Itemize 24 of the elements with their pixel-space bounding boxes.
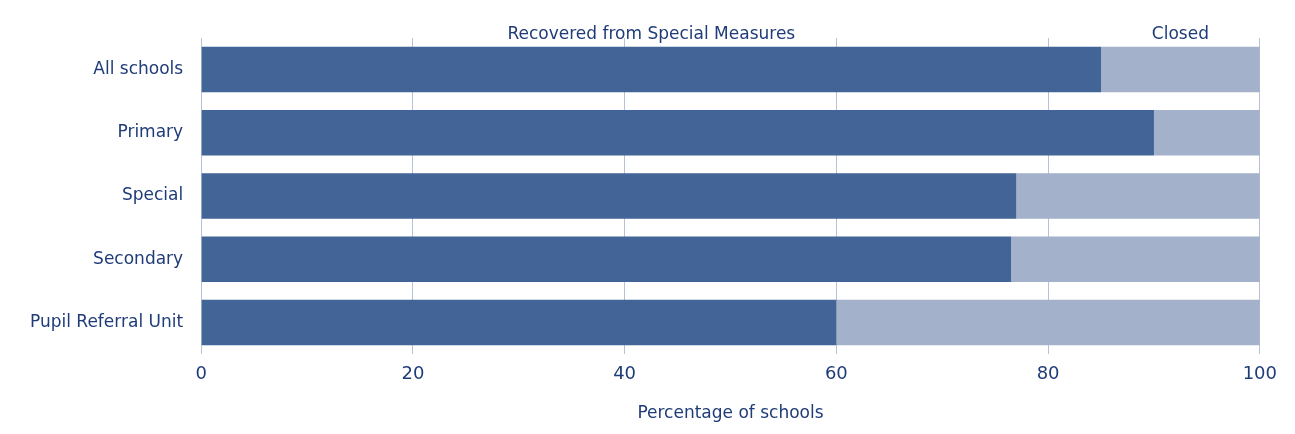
bar [201,46,1102,93]
x-tick-label: 60 [824,362,848,384]
bar [1016,173,1260,219]
x-tick-label: 100 [1242,362,1277,384]
x-tick-label: 40 [613,362,637,384]
bar [836,299,1260,346]
x-tick-label: 80 [1036,362,1060,384]
bar [201,236,1012,282]
x-tick-label: 0 [195,362,207,384]
y-tick-label: Secondary [93,247,184,268]
bar [1011,236,1260,282]
bar [1153,110,1260,156]
x-axis-title: Percentage of schools [637,402,824,423]
y-tick-label: Special [121,184,184,205]
x-tick-label: 20 [401,362,425,384]
y-tick-label: All schools [93,58,184,79]
y-tick-label: Primary [117,121,184,142]
series-label: Recovered from Special Measures [507,22,796,43]
bar [1101,46,1260,93]
bar [201,110,1154,156]
bar [201,299,837,346]
series-label: Closed [1151,22,1209,43]
y-tick-label: Pupil Referral Unit [29,310,184,331]
bar [201,173,1017,219]
